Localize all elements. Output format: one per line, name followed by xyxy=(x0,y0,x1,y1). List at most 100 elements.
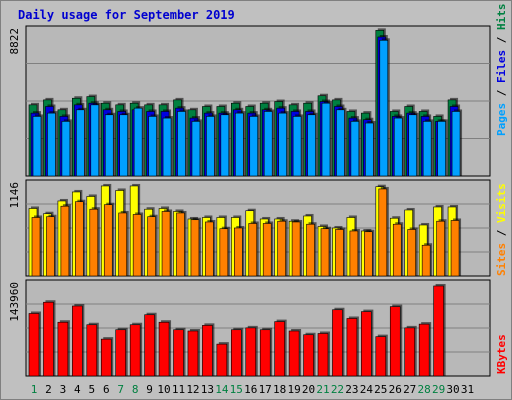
bar-sites-21 xyxy=(320,228,330,277)
bar-pages-3 xyxy=(61,121,71,177)
x-label-5: 5 xyxy=(88,383,95,396)
x-label-9: 9 xyxy=(146,383,153,396)
bar-kbytes-10 xyxy=(158,321,170,377)
x-label-29: 29 xyxy=(432,383,445,396)
bar-kbytes-15 xyxy=(231,329,242,377)
legend-sep-1: / xyxy=(495,83,508,103)
bar-kbytes-12 xyxy=(187,330,199,377)
x-label-18: 18 xyxy=(273,383,286,396)
bar-sites-7 xyxy=(118,212,127,277)
x-label-26: 26 xyxy=(389,383,402,396)
bar-pages-17 xyxy=(263,111,273,177)
bar-pages-30 xyxy=(451,111,461,177)
bar-sites-9 xyxy=(147,216,156,277)
bar-sites-23 xyxy=(349,230,359,277)
bar-pages-2 xyxy=(47,112,56,177)
legend-files: Files xyxy=(495,50,508,83)
bar-pages-23 xyxy=(350,121,360,177)
bar-pages-6 xyxy=(104,114,114,177)
legend-top: Pages / Files / Hits xyxy=(495,4,508,137)
bar-pages-13 xyxy=(206,116,215,177)
x-label-19: 19 xyxy=(287,383,300,396)
bar-pages-19 xyxy=(292,116,302,177)
bar-sites-5 xyxy=(89,208,99,277)
bar-pages-22 xyxy=(336,109,345,177)
bar-sites-17 xyxy=(262,223,272,277)
x-label-1: 1 xyxy=(31,383,38,396)
bar-kbytes-1 xyxy=(28,313,40,377)
bar-sites-2 xyxy=(46,216,55,277)
bar-pages-7 xyxy=(119,114,128,177)
bar-sites-26 xyxy=(392,223,402,277)
bar-pages-25 xyxy=(379,39,389,177)
bar-kbytes-9 xyxy=(144,314,155,377)
x-label-17: 17 xyxy=(259,383,272,396)
bar-sites-10 xyxy=(161,211,171,277)
bar-pages-15 xyxy=(235,112,244,177)
bar-kbytes-8 xyxy=(129,324,141,377)
x-label-14: 14 xyxy=(215,383,229,396)
x-label-16: 16 xyxy=(244,383,257,396)
x-label-27: 27 xyxy=(403,383,416,396)
bar-pages-26 xyxy=(393,117,403,177)
bar-kbytes-11 xyxy=(173,329,184,377)
y-max-hits: 8822 xyxy=(8,28,21,55)
bar-pages-20 xyxy=(307,114,316,177)
bar-kbytes-5 xyxy=(86,324,98,377)
legend-sep-2: / xyxy=(495,30,508,50)
bar-kbytes-25 xyxy=(375,336,387,377)
x-label-4: 4 xyxy=(74,383,81,396)
bar-sites-13 xyxy=(205,221,214,277)
bar-sites-8 xyxy=(132,214,142,277)
x-label-3: 3 xyxy=(60,383,67,396)
legend-pages: Pages xyxy=(495,103,508,136)
bar-sites-4 xyxy=(75,201,84,277)
bar-pages-21 xyxy=(321,102,331,177)
bar-sites-19 xyxy=(291,221,301,277)
bar-pages-10 xyxy=(162,117,172,177)
legend-visits: Visits xyxy=(495,183,508,223)
bar-kbytes-14 xyxy=(216,343,228,377)
bar-kbytes-7 xyxy=(115,329,126,377)
bar-kbytes-26 xyxy=(389,306,401,377)
bar-sites-29 xyxy=(436,220,445,277)
bar-sites-30 xyxy=(450,220,460,277)
x-label-31: 31 xyxy=(461,383,474,396)
bar-pages-29 xyxy=(437,121,446,177)
bar-pages-24 xyxy=(365,122,374,177)
bar-sites-18 xyxy=(277,220,286,277)
y-max-visits: 1146 xyxy=(8,182,21,209)
legend-bottom: KBytes xyxy=(495,334,508,374)
bar-sites-28 xyxy=(421,244,431,277)
bar-pages-9 xyxy=(148,116,157,177)
bar-kbytes-2 xyxy=(43,301,54,377)
bar-sites-27 xyxy=(407,229,417,277)
legend-hits: Hits xyxy=(495,4,508,31)
x-label-8: 8 xyxy=(132,383,139,396)
bar-pages-28 xyxy=(422,121,432,177)
bar-sites-15 xyxy=(234,227,243,277)
bar-kbytes-16 xyxy=(245,327,257,377)
bar-sites-16 xyxy=(248,223,258,277)
bar-kbytes-18 xyxy=(274,321,285,377)
bar-sites-1 xyxy=(31,217,41,277)
bar-sites-12 xyxy=(190,219,200,277)
bar-pages-18 xyxy=(278,112,287,177)
legend-sep-3: / xyxy=(495,223,508,243)
legend-sites: Sites xyxy=(495,243,508,276)
y-max-kbytes: 143960 xyxy=(8,282,21,322)
legend-middle: Sites / Visits xyxy=(495,183,508,276)
x-label-25: 25 xyxy=(374,383,387,396)
bar-kbytes-6 xyxy=(100,338,112,377)
bar-sites-14 xyxy=(219,228,229,277)
x-label-22: 22 xyxy=(331,383,344,396)
bar-pages-1 xyxy=(32,116,42,177)
x-label-11: 11 xyxy=(172,383,185,396)
x-label-24: 24 xyxy=(360,383,374,396)
x-label-10: 10 xyxy=(157,383,170,396)
bar-kbytes-3 xyxy=(57,321,69,377)
bar-pages-8 xyxy=(133,107,143,177)
bar-kbytes-21 xyxy=(317,333,329,377)
bar-kbytes-17 xyxy=(259,329,271,377)
